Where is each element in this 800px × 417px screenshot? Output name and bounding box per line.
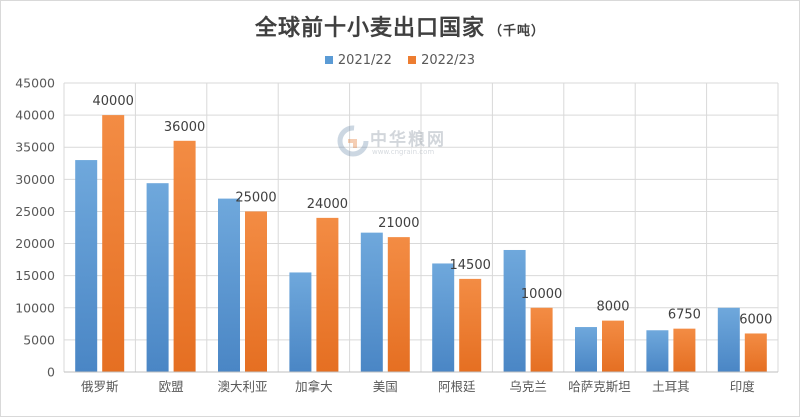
watermark-logo: 中华粮网 www.cngrain.com bbox=[336, 124, 476, 164]
bar-series-1 bbox=[218, 198, 240, 372]
data-label-series-2: 6000 bbox=[739, 312, 772, 327]
bar-series-1 bbox=[75, 160, 98, 372]
data-label-series-2: 40000 bbox=[93, 94, 134, 109]
bar-series-1 bbox=[360, 232, 383, 372]
y-tick-label: 15000 bbox=[15, 268, 55, 283]
bar-series-2 bbox=[173, 140, 196, 372]
bar-series-2 bbox=[602, 320, 624, 372]
bar-series-1 bbox=[575, 327, 597, 372]
x-tick-label: 澳大利亚 bbox=[217, 379, 267, 394]
chart-title-unit: （千吨） bbox=[489, 24, 546, 39]
legend: 2021/22 2022/23 bbox=[0, 53, 800, 68]
legend-swatch-series-1 bbox=[324, 55, 333, 64]
x-tick-label: 乌克兰 bbox=[509, 379, 547, 394]
y-tick-label: 20000 bbox=[15, 236, 55, 251]
bar-series-2 bbox=[245, 211, 267, 372]
y-tick-label: 5000 bbox=[23, 332, 55, 347]
y-tick-label: 25000 bbox=[15, 204, 55, 219]
bar-series-1 bbox=[432, 263, 455, 372]
x-tick-label: 俄罗斯 bbox=[81, 379, 119, 394]
x-tick-label: 土耳其 bbox=[652, 379, 690, 394]
bar-series-2 bbox=[387, 237, 410, 372]
bar-layer bbox=[75, 115, 767, 372]
bar-series-1 bbox=[289, 272, 312, 372]
bar-series-2 bbox=[744, 333, 767, 372]
data-label-series-2: 10000 bbox=[521, 287, 562, 302]
x-tick-label: 哈萨克斯坦 bbox=[568, 379, 631, 394]
y-tick-label: 10000 bbox=[15, 300, 55, 315]
x-tick-label: 美国 bbox=[373, 379, 398, 394]
x-tick-label: 欧盟 bbox=[159, 379, 184, 394]
bar-series-2 bbox=[530, 307, 553, 372]
data-label-series-2: 25000 bbox=[235, 190, 276, 205]
data-label-series-2: 24000 bbox=[307, 197, 348, 212]
data-label-series-2: 36000 bbox=[164, 120, 205, 135]
bar-series-2 bbox=[316, 217, 339, 372]
bar-series-2 bbox=[102, 115, 125, 372]
watermark-text: 中华粮网 bbox=[370, 130, 446, 150]
bar-series-1 bbox=[146, 183, 169, 372]
x-tick-label: 阿根廷 bbox=[438, 379, 476, 394]
legend-item-series-1: 2021/22 bbox=[324, 53, 392, 68]
y-tick-label: 40000 bbox=[15, 108, 55, 123]
data-label-series-2: 14500 bbox=[450, 258, 491, 273]
legend-label-series-2: 2022/23 bbox=[421, 53, 476, 68]
bar-series-1 bbox=[717, 307, 740, 372]
data-label-series-2: 6750 bbox=[668, 308, 701, 323]
data-label-series-2: 8000 bbox=[596, 300, 629, 315]
watermark-subtext: www.cngrain.com bbox=[372, 148, 435, 156]
axis-layer: 0 5000 10000 15000 20000 25000 30000 35000 40000… bbox=[15, 76, 778, 394]
y-tick-label: 0 bbox=[47, 365, 55, 380]
chart-title-text: 全球前十小麦出口国家 bbox=[254, 15, 485, 41]
data-label-series-2: 21000 bbox=[378, 216, 419, 231]
bar-series-2 bbox=[459, 278, 482, 372]
y-tick-label: 45000 bbox=[15, 76, 55, 91]
x-tick-label: 加拿大 bbox=[295, 379, 333, 394]
bar-series-1 bbox=[646, 330, 669, 372]
legend-swatch-series-2 bbox=[408, 55, 417, 64]
bar-series-1 bbox=[503, 249, 526, 372]
watermark-logo-icon bbox=[337, 125, 369, 157]
y-tick-label: 35000 bbox=[15, 140, 55, 155]
label-layer: 40000 36000 25000 24000 21000 14500 10000 8000 6… bbox=[93, 94, 773, 327]
legend-item-series-2: 2022/23 bbox=[408, 53, 475, 68]
bar-series-2 bbox=[673, 328, 696, 372]
y-tick-label: 30000 bbox=[15, 172, 55, 187]
legend-label-series-1: 2021/22 bbox=[337, 53, 392, 68]
x-tick-label: 印度 bbox=[730, 379, 756, 394]
chart-title: 全球前十小麦出口国家 （千吨） bbox=[0, 10, 800, 42]
